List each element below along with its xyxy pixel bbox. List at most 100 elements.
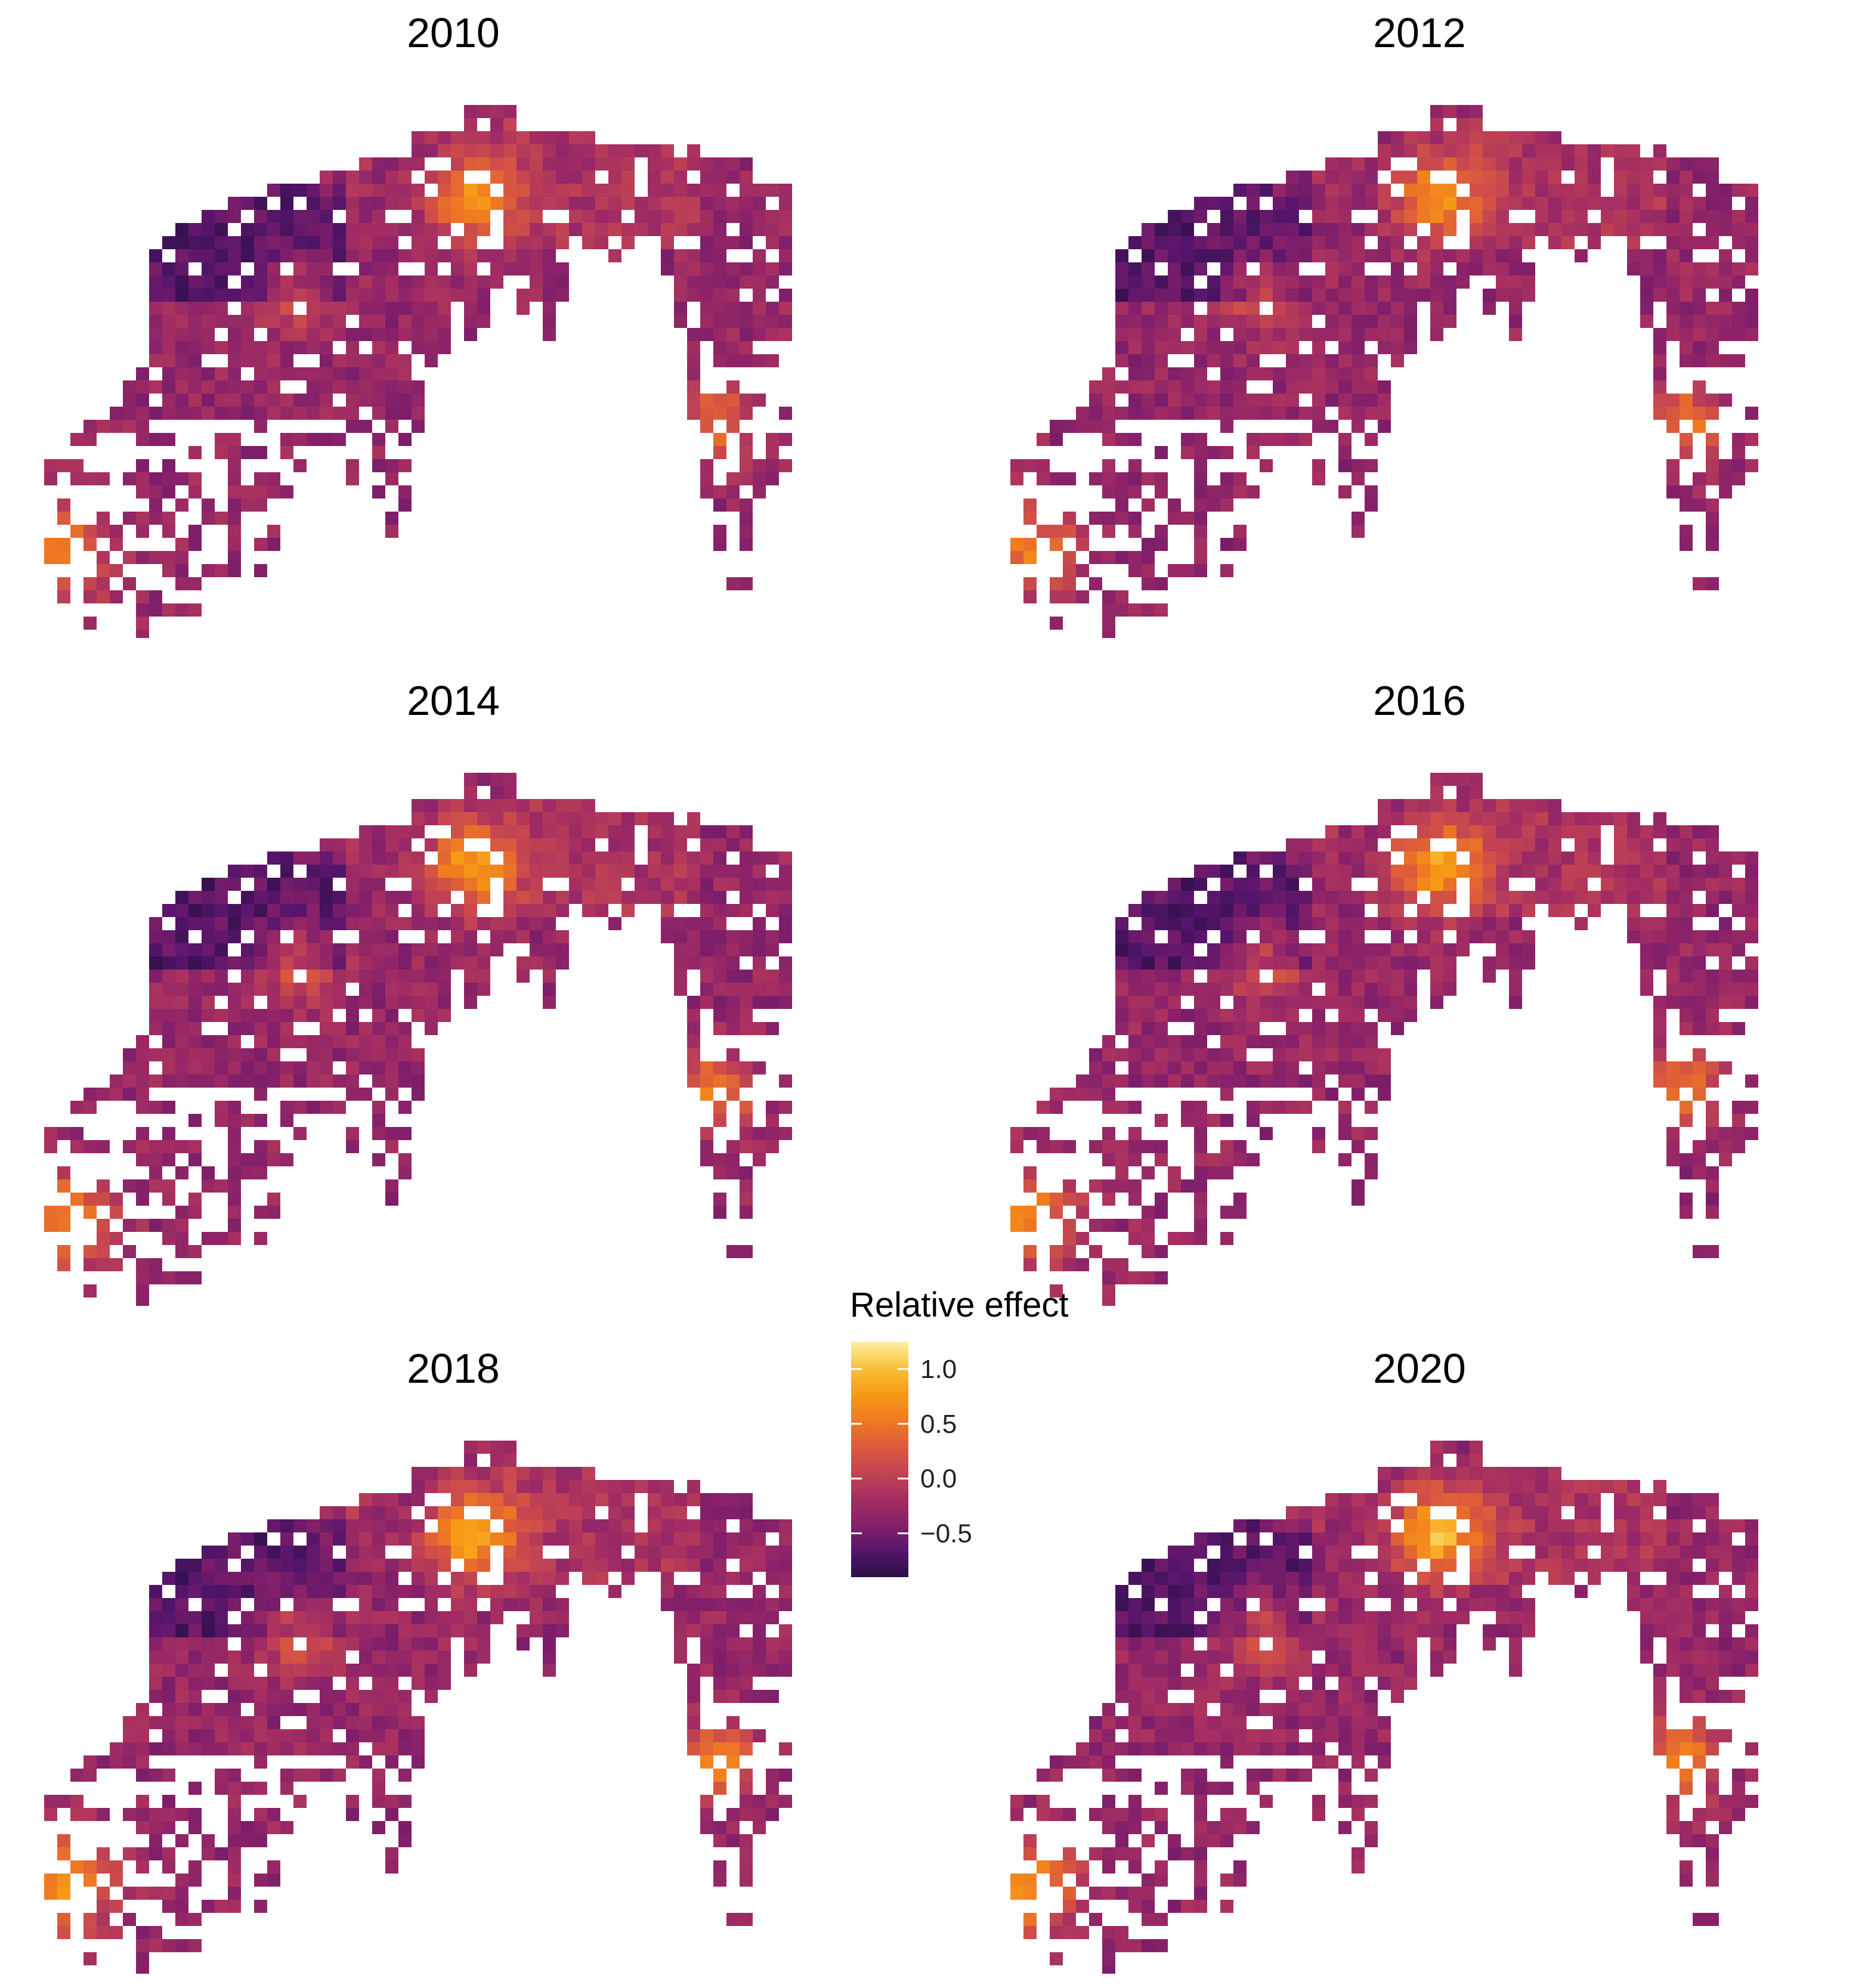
map-cell	[149, 380, 162, 394]
map-cell	[766, 943, 779, 956]
map-cell	[766, 1114, 779, 1127]
map-cell	[1273, 983, 1286, 996]
map-cell	[1588, 904, 1601, 917]
map-cell	[1430, 328, 1443, 341]
map-cell	[1627, 878, 1640, 891]
map-cell	[1706, 825, 1719, 838]
map-cell	[412, 341, 425, 354]
map-cell	[70, 1808, 84, 1821]
map-cell	[1128, 1900, 1142, 1913]
map-cell	[1561, 1559, 1575, 1572]
map-cell	[1719, 878, 1732, 891]
map-cell	[687, 197, 700, 210]
map-cell	[753, 328, 766, 341]
map-cell	[359, 1755, 372, 1769]
map-cell	[582, 812, 595, 825]
map-cell	[1719, 315, 1732, 328]
map-cell	[372, 904, 385, 917]
map-cell	[451, 157, 464, 171]
map-cell	[1588, 144, 1601, 157]
map-cell	[320, 943, 333, 956]
map-cell	[136, 590, 149, 603]
map-cell	[726, 1048, 740, 1061]
map-cell	[372, 970, 385, 983]
map-cell	[1627, 812, 1640, 825]
map-cell	[136, 1088, 149, 1101]
map-cell	[1286, 1637, 1299, 1651]
map-cell	[1522, 930, 1535, 943]
map-cell	[1155, 970, 1168, 983]
map-cell	[188, 1703, 202, 1716]
map-cell	[1509, 1624, 1522, 1637]
map-cell	[779, 1546, 792, 1559]
map-cell	[1273, 956, 1286, 970]
map-cell	[398, 302, 412, 315]
map-cell	[1207, 917, 1220, 930]
map-cell	[1470, 1532, 1483, 1546]
map-cell	[648, 223, 661, 236]
map-cell	[1233, 1703, 1247, 1716]
map-cell	[674, 1506, 687, 1519]
map-cell	[1430, 943, 1443, 956]
map-cell	[740, 354, 753, 367]
map-cell	[1194, 446, 1207, 459]
map-cell	[713, 1193, 726, 1206]
map-cell	[1299, 328, 1312, 341]
map-cell	[1561, 878, 1575, 891]
map-cell	[1010, 1206, 1023, 1219]
map-cell	[1155, 1074, 1168, 1088]
map-cell	[490, 144, 503, 157]
map-cell	[1155, 223, 1168, 236]
map-cell	[1378, 380, 1391, 394]
map-cell	[1273, 943, 1286, 956]
map-cell	[740, 983, 753, 996]
map-cell	[740, 1572, 753, 1585]
map-cell	[1417, 851, 1430, 865]
map-cell	[1155, 407, 1168, 420]
map-cell	[1247, 1664, 1260, 1677]
map-cell	[648, 144, 661, 157]
map-cell	[188, 1664, 202, 1677]
map-cell	[1115, 354, 1128, 367]
map-cell	[556, 289, 569, 302]
map-cell	[1220, 1821, 1233, 1834]
map-cell	[346, 970, 359, 983]
map-cell	[241, 1559, 254, 1572]
map-cell	[464, 262, 477, 275]
map-cell	[1627, 891, 1640, 904]
map-cell	[1732, 262, 1745, 275]
map-cell	[70, 1193, 84, 1206]
map-cell	[1627, 184, 1640, 197]
map-cell	[1653, 223, 1666, 236]
map-cell	[175, 1624, 188, 1637]
map-cell	[162, 956, 175, 970]
map-cell	[1430, 851, 1443, 865]
map-cell	[713, 315, 726, 328]
map-cell	[1142, 1834, 1155, 1847]
map-cell	[1680, 236, 1693, 249]
map-cell	[1299, 236, 1312, 249]
map-cell	[753, 1611, 766, 1624]
map-cell	[215, 917, 228, 930]
map-cell	[1260, 904, 1273, 917]
map-cell	[753, 1140, 766, 1153]
map-cell	[57, 1219, 70, 1232]
map-cell	[1168, 1585, 1181, 1598]
map-cell	[1338, 917, 1352, 930]
map-cell	[530, 210, 543, 223]
map-cell	[162, 328, 175, 341]
map-cell	[1207, 302, 1220, 315]
map-cell	[1352, 171, 1365, 184]
map-cell	[228, 878, 241, 891]
map-cell	[1273, 1729, 1286, 1742]
map-cell	[1338, 367, 1352, 380]
map-cell	[779, 956, 792, 970]
map-cell	[1325, 917, 1338, 930]
map-cell	[1260, 407, 1273, 420]
map-cell	[57, 1834, 70, 1847]
map-cell	[1352, 1559, 1365, 1572]
map-cell	[503, 157, 517, 171]
map-cell	[84, 1206, 97, 1219]
map-cell	[740, 577, 753, 590]
map-cell	[1693, 1009, 1706, 1022]
